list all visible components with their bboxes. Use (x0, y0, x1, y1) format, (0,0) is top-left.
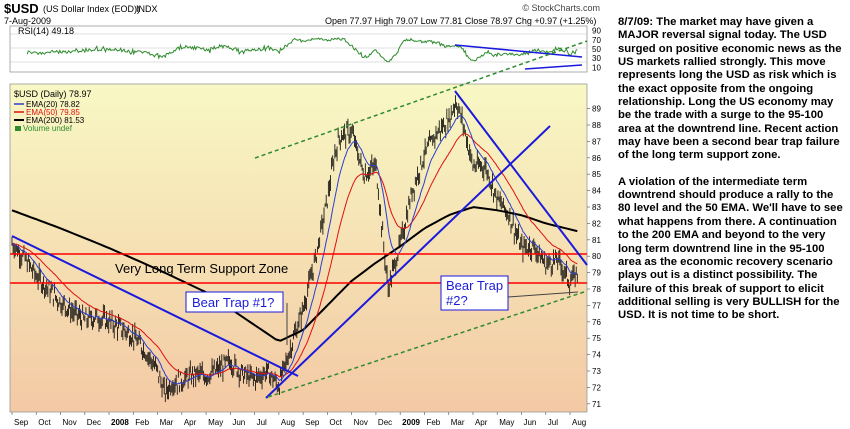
channel-upper (254, 40, 588, 159)
legend-ema20: EMA(20) 78.82 (26, 100, 80, 109)
y-tick-label: 87 (592, 137, 601, 146)
legend: $USD (Daily) 78.97 EMA(20) 78.82 EMA(50)… (14, 89, 92, 133)
commentary: 8/7/09: The market may have given a MAJO… (618, 16, 846, 336)
y-axis: 71 72 73 74 75 76 77 78 79 80 81 82 83 84 85 86 87 88 89 (587, 105, 601, 409)
rsi-tick-label: 70 (592, 36, 601, 45)
legend-ema50: EMA(50) 79.85 (26, 108, 80, 117)
rsi-tick-label: 30 (592, 54, 601, 63)
downtrend-line-2007 (11, 235, 299, 377)
rsi-tick-label: 90 (592, 27, 601, 36)
exchange-label: INDX (136, 4, 158, 14)
rsi-label: RSI(14) 49.18 (18, 26, 74, 36)
x-tick-label: Nov (354, 418, 368, 427)
x-tick-label: Sep (305, 418, 320, 427)
y-tick-label: 83 (592, 203, 601, 212)
x-tick-label: Apr (184, 418, 197, 427)
commentary-paragraph-1: 8/7/09: The market may have given a MAJO… (618, 16, 842, 162)
bear-trap-2-box (440, 275, 509, 311)
ema20-line (11, 115, 578, 385)
rsi-tick-label: 50 (592, 45, 601, 54)
y-tick-label: 72 (592, 383, 601, 392)
x-tick-label: Oct (329, 418, 342, 427)
price-panel: $USD (Daily) 78.97 EMA(20) 78.82 EMA(50)… (9, 40, 601, 413)
y-tick-label: 75 (592, 334, 601, 343)
legend-volume-swatch (15, 126, 21, 131)
y-tick-label: 89 (592, 105, 601, 114)
ohlc-readout: Open 77.97 High 79.07 Low 77.81 Close 78… (325, 16, 596, 26)
x-tick-label: Feb (135, 418, 149, 427)
bear-trap-2-label-line2: #2? (446, 293, 468, 308)
x-tick-label: Feb (426, 418, 440, 427)
rsi-tick-label: 10 (592, 63, 601, 72)
x-tick-label: May (208, 418, 223, 427)
y-tick-label: 79 (592, 269, 601, 278)
y-tick-label: 76 (592, 318, 601, 327)
y-tick-label: 85 (592, 170, 601, 179)
bear-trap-2-label-line1: Bear Trap (446, 278, 503, 293)
x-tick-label: 2009 (402, 418, 420, 427)
x-tick-label: Aug (281, 418, 295, 427)
bear-trap-2-pointer (507, 291, 579, 298)
x-tick-label: Apr (475, 418, 488, 427)
uptrend-line-2008 (265, 125, 551, 399)
symbol-label: $USD (4, 1, 39, 16)
rsi-trendline-lower (524, 64, 583, 70)
x-tick-label: Jul (548, 418, 558, 427)
x-tick-label: Mar (160, 418, 174, 427)
support-zone-label: Very Long Term Support Zone (115, 261, 288, 276)
commentary-paragraph-2: A violation of the intermediate term dow… (618, 175, 843, 322)
x-tick-label: Dec (87, 418, 101, 427)
date-label: 7-Aug-2009 (4, 16, 51, 26)
x-tick-label: Aug (572, 418, 586, 427)
x-tick-label: May (499, 418, 514, 427)
price-bars (11, 95, 578, 403)
price-panel-frame (9, 83, 588, 413)
ema50-line (11, 133, 578, 378)
x-tick-label: Dec (378, 418, 392, 427)
chart-header: $USD (US Dollar Index (EOD)) INDX 7-Aug-… (4, 1, 600, 26)
rsi-trendline-upper (454, 44, 583, 58)
y-tick-label: 84 (592, 187, 601, 196)
ema200-line (11, 206, 578, 342)
y-tick-label: 77 (592, 301, 601, 310)
y-tick-label: 88 (592, 121, 601, 130)
x-tick-label: Nov (63, 418, 77, 427)
x-tick-label: Jun (232, 418, 245, 427)
y-tick-label: 74 (592, 351, 601, 360)
y-tick-label: 73 (592, 367, 601, 376)
channel-lower (267, 290, 588, 398)
x-tick-label: Oct (38, 418, 51, 427)
x-axis: Sep Oct Nov Dec 2008 Feb Mar Apr May Jun Jul Aug Sep… (11, 412, 586, 427)
bear-trap-1-box (185, 291, 284, 313)
x-tick-label: Mar (451, 418, 465, 427)
rsi-series-line (26, 37, 578, 63)
legend-volume: Volume undef (23, 124, 73, 133)
y-tick-label: 86 (592, 154, 601, 163)
y-tick-label: 78 (592, 285, 601, 294)
downtrend-line-2009 (454, 90, 588, 266)
legend-ema200: EMA(200) 81.53 (26, 116, 85, 125)
x-tick-label: Jul (257, 418, 267, 427)
y-tick-label: 80 (592, 252, 601, 261)
legend-main: $USD (Daily) 78.97 (14, 89, 92, 99)
x-tick-label: Sep (14, 418, 29, 427)
x-tick-label: 2008 (111, 418, 129, 427)
x-tick-label: Jun (523, 418, 536, 427)
symbol-name: (US Dollar Index (EOD)) (43, 4, 140, 14)
y-tick-label: 71 (592, 400, 601, 409)
y-tick-label: 81 (592, 236, 601, 245)
watermark: © StockCharts.com (522, 3, 600, 13)
y-tick-label: 82 (592, 219, 601, 228)
bear-trap-1-label: Bear Trap #1? (192, 295, 274, 310)
